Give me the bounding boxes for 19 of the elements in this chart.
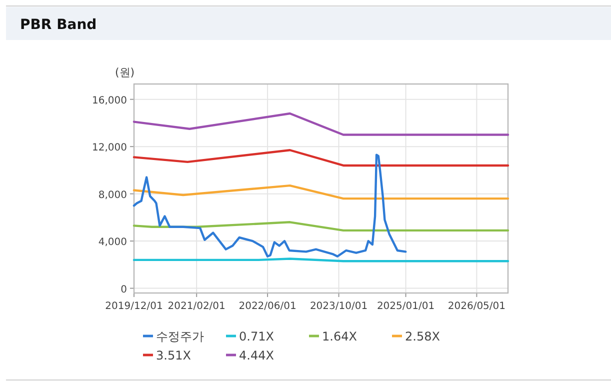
y-tick-label: 8,000: [98, 190, 127, 201]
x-tick-label: 2021/02/01: [168, 301, 226, 312]
legend-label: 4.44X: [239, 348, 274, 362]
y-tick-label: 4,000: [98, 237, 127, 248]
legend-label: 0.71X: [239, 330, 274, 344]
y-tick-label: 0: [120, 284, 127, 296]
y-tick-label: 12,000: [92, 142, 127, 154]
x-tick-label: 2025/01/01: [376, 301, 435, 312]
legend-label: 2.58X: [405, 330, 440, 344]
legend-label: 1.64X: [322, 330, 357, 344]
legend-label: 수정주가: [156, 330, 204, 344]
legend-label: 3.51X: [156, 348, 191, 362]
y-tick-label: 16,000: [92, 95, 127, 106]
x-tick-label: 2019/12/01: [105, 301, 163, 312]
x-tick-label: 2026/05/01: [448, 301, 506, 312]
title: PBR Band: [20, 17, 97, 33]
x-tick-label: 2022/06/01: [238, 301, 296, 312]
ylabel: (원): [115, 66, 135, 79]
x-tick-label: 2023/10/01: [310, 301, 368, 312]
